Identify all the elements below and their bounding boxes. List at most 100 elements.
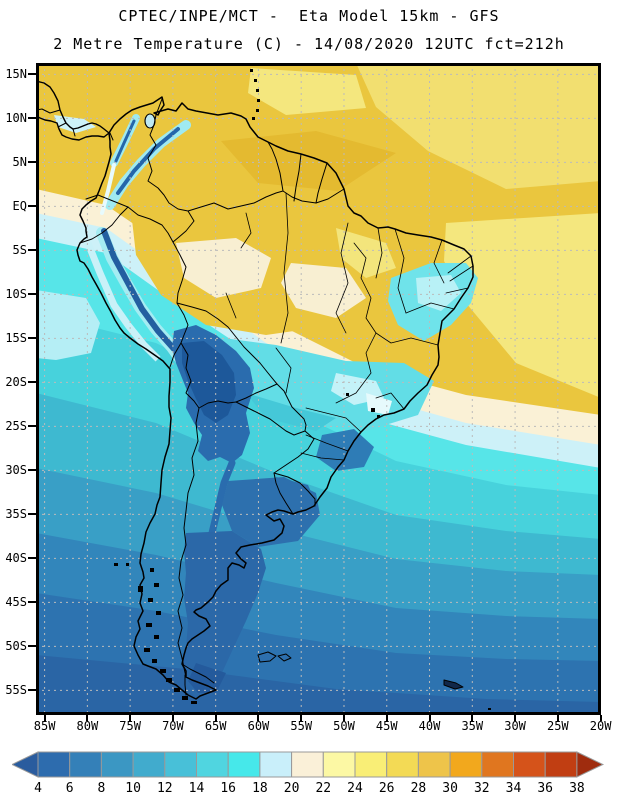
lat-tick [28,689,36,692]
andes-cold-region [96,114,254,537]
lat-label-50S: 50S [5,639,27,654]
lat-tick [28,117,36,120]
lat-tick [28,161,36,164]
lat-label-5S: 5S [12,243,27,258]
colorbar-segment [69,751,102,778]
colorbar-segment [259,751,293,778]
country-borders [36,98,345,696]
lon-tick [385,715,388,721]
lon-label-50W: 50W [333,719,355,733]
lon-tick [342,715,345,721]
temperature-colorbar: 4 6 8 10 12 14 16 18 20 22 24 26 28 30 32 34 36 38 [10,751,606,797]
map-frame [36,63,601,715]
lat-tick [28,73,36,76]
colorbar-segment [386,751,419,778]
colorbar-value-36: 36 [537,781,554,796]
lon-label-30W: 30W [504,719,526,733]
lat-label-EQ: EQ [12,199,27,214]
lat-label-25S: 25S [5,419,27,434]
colorbar-segment [354,751,388,778]
lon-label-85W: 85W [33,719,56,733]
colorbar-value-28: 28 [410,781,427,796]
lat-tick [28,337,36,340]
colorbar-segment [227,751,261,778]
lon-tick [214,715,217,721]
lat-label-10N: 10N [5,111,27,126]
lat-tick [28,513,36,516]
colorbar-value-16: 16 [220,781,237,796]
south-georgia-island [443,679,464,690]
falkland-islands [257,651,292,663]
lon-tick [129,715,132,721]
state-borders [225,192,474,461]
lat-tick [28,601,36,604]
lon-tick [428,715,431,721]
lat-label-20S: 20S [5,375,27,390]
colorbar-segment [37,751,71,778]
lon-label-55W: 55W [290,719,313,733]
colorbar-segment [291,751,324,778]
colorbar-segment [196,751,229,778]
lon-label-65W: 65W [204,719,227,733]
gridlines [36,63,601,715]
colorbar-value-22: 22 [315,781,332,796]
colorbar-segment [481,751,514,778]
page-title: CPTEC/INPE/MCT - Eta Model 15km - GFS [118,7,500,25]
lat-label-15S: 15S [5,331,27,346]
lon-label-75W: 75W [119,719,141,733]
lon-tick [257,715,260,721]
colorbar-value-32: 32 [473,781,490,796]
lon-label-80W: 80W [76,719,99,733]
colorbar-segment [544,751,578,778]
islands [257,651,464,690]
colorbar-arrow-left [10,751,39,778]
lon-tick [471,715,474,721]
lat-tick [28,381,36,384]
colorbar-value-34: 34 [505,781,522,796]
colorbar-value-14: 14 [188,781,205,796]
lon-tick [514,715,517,721]
temperature-field [36,63,601,715]
lon-label-25W: 25W [546,719,569,733]
central-america-coastline [36,80,110,141]
map-canvas [36,63,601,715]
lat-tick [28,425,36,428]
colorbar-value-8: 8 [97,781,106,796]
lon-tick [171,715,174,721]
lat-label-35S: 35S [5,507,27,522]
lat-tick [28,249,36,252]
lat-tick [28,469,36,472]
colorbar-segment [449,751,483,778]
colorbar-value-12: 12 [156,781,173,796]
lon-label-60W: 60W [247,719,270,733]
lon-label-70W: 70W [162,719,184,733]
colorbar-segment [513,751,546,778]
lon-tick [300,715,303,721]
lon-label-40W: 40W [418,719,441,733]
lat-label-45S: 45S [5,595,27,610]
lon-label-45W: 45W [375,719,398,733]
page-subtitle: 2 Metre Temperature (C) - 14/08/2020 12U… [53,35,565,53]
south-america-coastline [76,96,474,700]
lat-tick [28,557,36,560]
colorbar-value-24: 24 [347,781,363,796]
colorbar-value-18: 18 [252,781,268,796]
lat-label-30S: 30S [5,463,27,478]
colorbar-segment [100,751,134,778]
lon-label-35W: 35W [461,719,484,733]
colorbar-arrow-right [576,751,605,778]
colorbar-segment [132,751,166,778]
lon-label-20W: 20W [589,719,612,733]
colorbar-segment [417,751,451,778]
lat-label-40S: 40S [5,551,27,566]
colorbar-value-20: 20 [283,781,300,796]
lat-label-15N: 15N [5,67,27,82]
colorbar-value-10: 10 [125,781,141,796]
colorbar-value-26: 26 [378,781,395,796]
colorbar-svg [10,751,605,778]
colorbar-value-6: 6 [65,781,74,796]
colorbar-value-30: 30 [442,781,458,796]
small-island-dots [114,69,497,715]
lat-tick [28,293,36,296]
lon-tick [599,715,602,721]
